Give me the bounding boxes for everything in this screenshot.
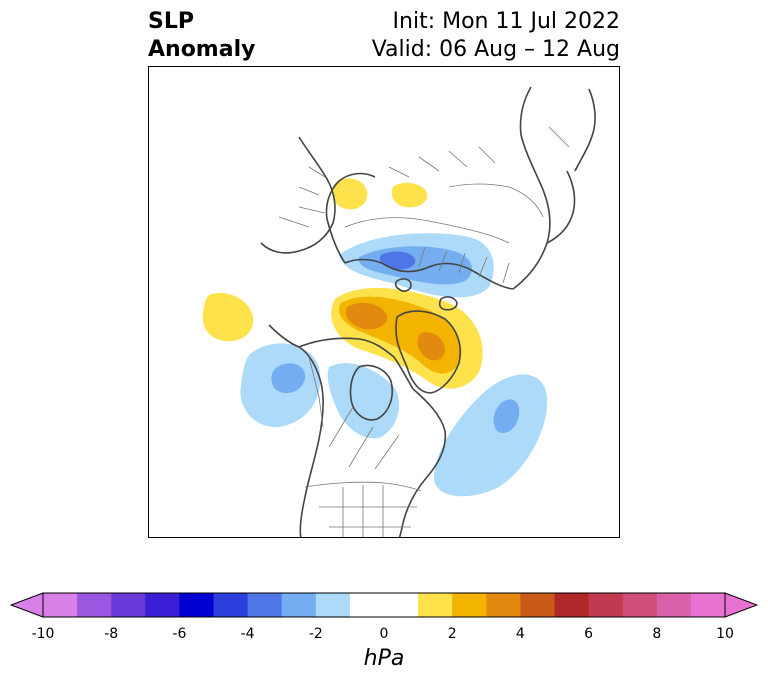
coastline-europe	[260, 136, 336, 254]
colorbar-tick-label: 2	[447, 626, 457, 642]
colorbar-segment	[656, 593, 692, 617]
map-canvas	[202, 86, 596, 537]
map-title-left: SLP Anomaly	[148, 8, 255, 64]
colorbar-tick-label: -8	[104, 626, 119, 642]
colorbar-segment	[384, 593, 419, 617]
anomaly-atlantic-core	[493, 399, 520, 434]
anomaly-hudson-negative	[327, 363, 400, 439]
colorbar-segment	[43, 593, 78, 617]
valid-range: Valid: 06 Aug – 12 Aug	[371, 37, 620, 62]
border-asia-countries	[388, 126, 570, 178]
coastline-svalbard	[394, 278, 412, 292]
coastline-east-asia	[512, 86, 551, 290]
colorbar-segment	[77, 593, 112, 617]
colorbar-tick-label: -6	[172, 626, 187, 642]
colorbar-tick-label: 10	[716, 626, 734, 642]
colorbar-segment	[111, 593, 146, 617]
border-us-canada	[304, 481, 422, 492]
coastline-kamchatka	[546, 170, 576, 244]
anomaly-europe-positive-east	[391, 182, 428, 208]
colorbar-tick-label: 6	[584, 626, 594, 642]
coastline-alaska-pacific	[268, 324, 324, 537]
colorbar	[10, 592, 758, 618]
border-russia-regions	[418, 246, 510, 284]
title-anomaly: Anomaly	[148, 37, 256, 62]
map-title-right: Init: Mon 11 Jul 2022 Valid: 06 Aug – 12…	[372, 8, 620, 64]
colorbar-segment	[281, 593, 317, 617]
coastline-iceland	[438, 296, 458, 311]
colorbar-segment	[520, 593, 555, 617]
colorbar-tick-label: -10	[31, 626, 55, 642]
anomaly-map	[148, 66, 620, 538]
colorbar-segment	[145, 593, 180, 617]
border-canada-provinces	[328, 406, 400, 470]
colorbar-tick-label: 0	[379, 626, 389, 642]
colorbar-segment	[315, 593, 351, 617]
colorbar-tick-label: -2	[308, 626, 323, 642]
colorbar-segment	[622, 593, 658, 617]
coastline-scandinavia	[325, 172, 376, 264]
colorbar-segment	[418, 593, 453, 617]
anomaly-fills	[202, 178, 548, 497]
colorbar-tick-label: -4	[240, 626, 255, 642]
coastline-hudson-bay	[349, 364, 393, 421]
init-date: Init: Mon 11 Jul 2022	[392, 9, 620, 34]
anomaly-atlantic-negative	[434, 374, 548, 497]
anomaly-gulf-of-alaska-core	[271, 363, 306, 394]
colorbar-tick-label: 4	[515, 626, 525, 642]
colorbar-segment	[349, 593, 385, 617]
colorbar-tick-label: 8	[652, 626, 662, 642]
colorbar-segment	[247, 593, 283, 617]
coastlines	[260, 86, 596, 537]
anomaly-arctic-core	[345, 302, 388, 330]
colorbar-segment	[554, 593, 590, 617]
colorbar-extend-max	[724, 592, 758, 618]
colorbar-segment	[179, 593, 214, 617]
border-alaska-canada	[308, 356, 324, 428]
title-variable: SLP	[148, 9, 194, 34]
border-russia-china	[448, 183, 544, 218]
borders	[278, 126, 570, 537]
anomaly-europe-positive-west	[332, 178, 368, 210]
anomaly-greenland-core	[417, 332, 445, 361]
colorbar-segment	[452, 593, 487, 617]
colorbar-unit: hPa	[363, 646, 405, 671]
border-europe-countries	[278, 166, 326, 228]
colorbar-segment	[588, 593, 624, 617]
colorbar-segment	[486, 593, 521, 617]
colorbar-extend-min	[10, 592, 44, 618]
colorbar-frame	[42, 592, 726, 618]
border-russia-kazakhstan	[344, 217, 510, 244]
colorbar-segment	[213, 593, 249, 617]
border-us-states-1	[319, 485, 417, 537]
anomaly-pacific-positive	[202, 293, 254, 342]
coastline-japan	[574, 88, 596, 172]
coastline-greenland	[395, 310, 461, 394]
coastline-arctic-canada	[298, 337, 414, 390]
coastline-east-north-america	[398, 388, 447, 537]
coastline-eurasia-north	[344, 258, 514, 290]
anomaly-siberia-core	[379, 251, 416, 270]
colorbar-segment	[690, 593, 726, 617]
